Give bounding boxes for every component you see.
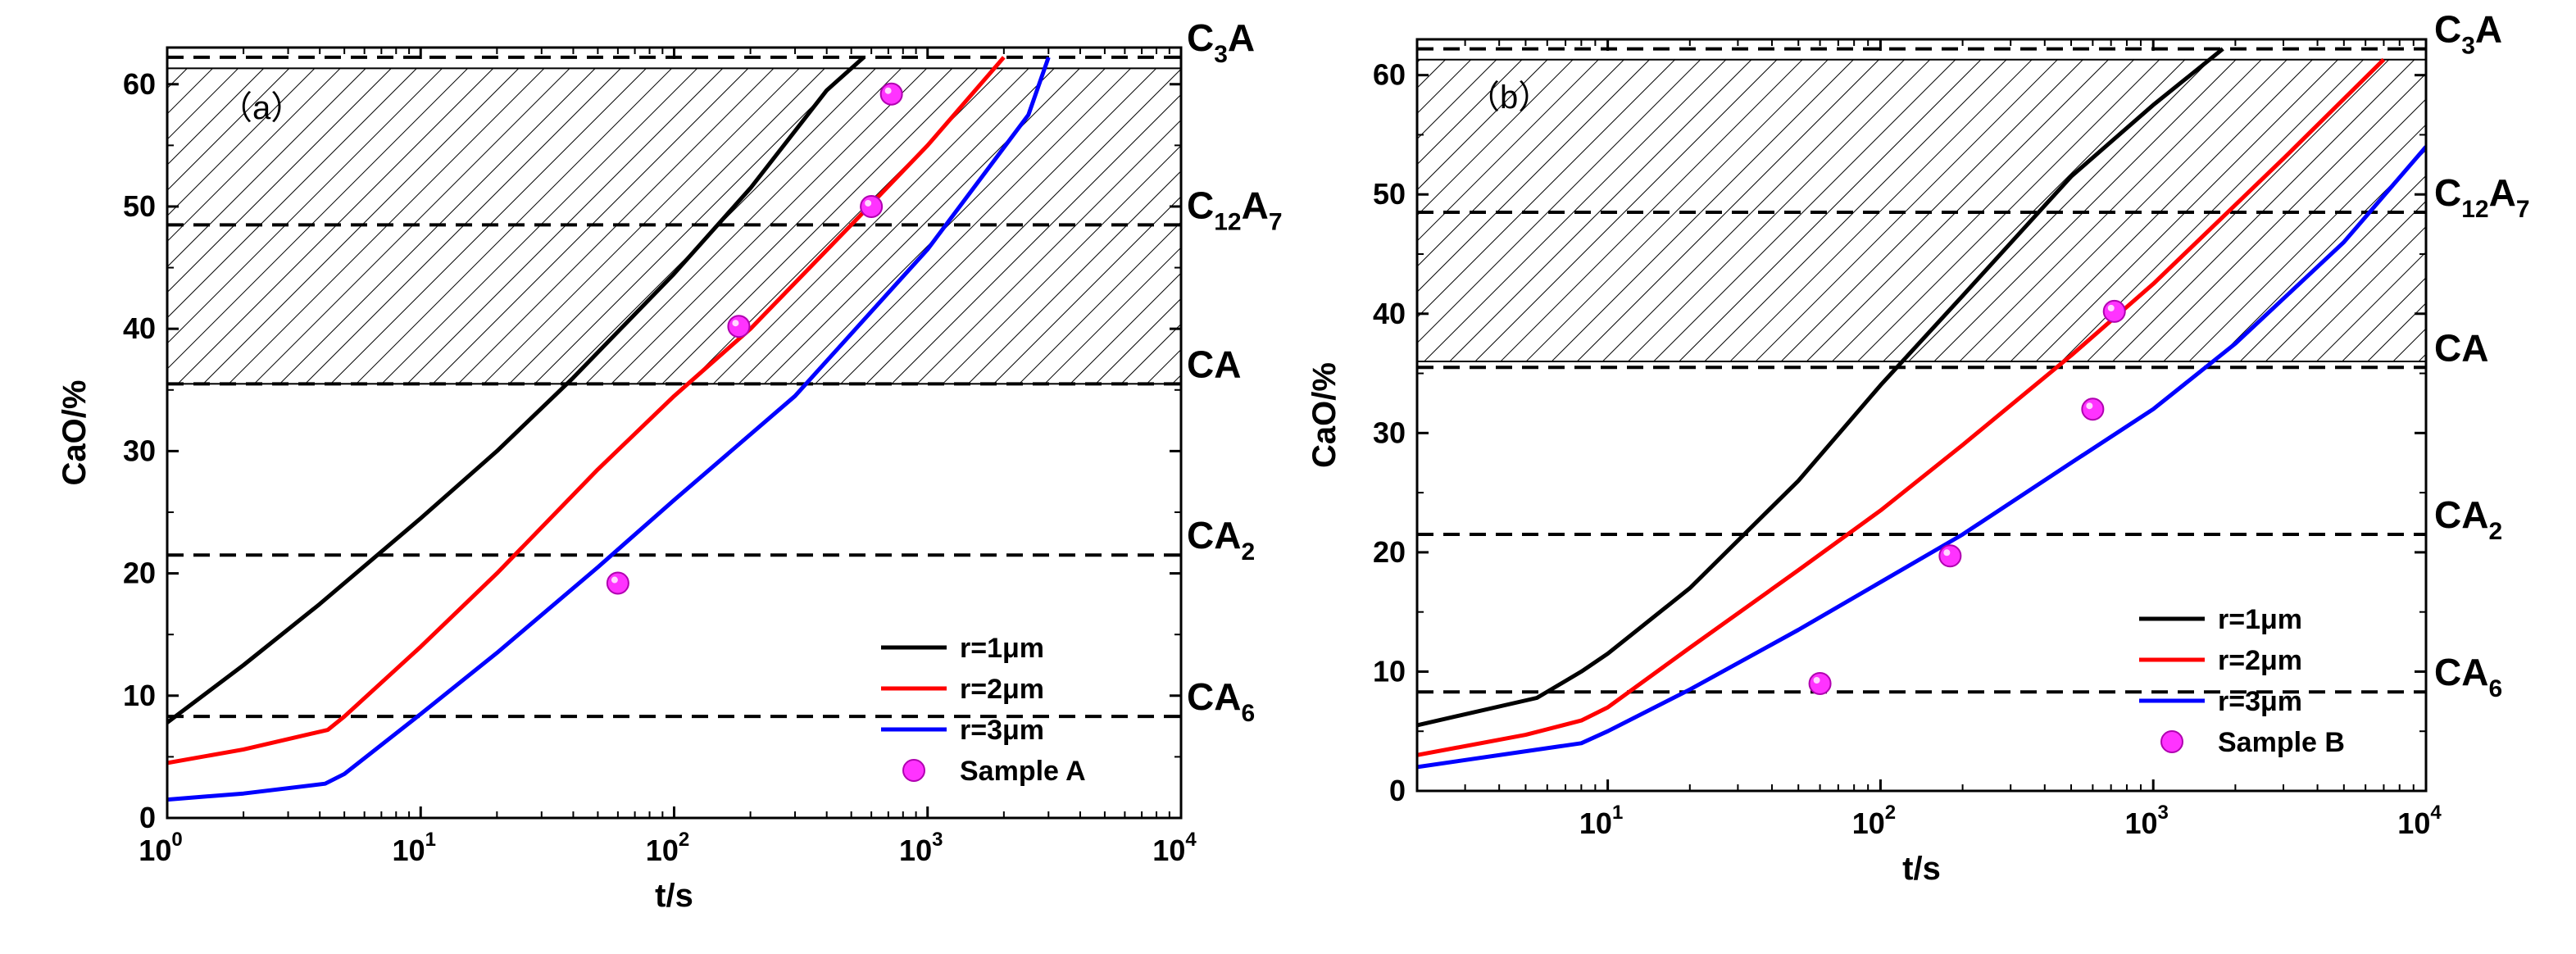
y-tick-label: 30: [1373, 416, 1406, 449]
sample-point: [860, 194, 884, 218]
x-axis-title: t/s: [1902, 851, 1941, 887]
x-tick-label: 103: [899, 829, 943, 867]
legend-label-3: r=3μm: [2218, 686, 2302, 717]
sample-point: [1808, 672, 1832, 695]
y-tick-label: 40: [123, 311, 156, 345]
y-tick-label: 20: [123, 556, 156, 590]
legend-label-2: r=2μm: [2218, 645, 2302, 676]
phase-label-ca: CA: [1187, 343, 1241, 385]
legend-swatch-sample: [902, 759, 925, 782]
x-tick-label: 102: [646, 829, 689, 867]
series-line-2: [1417, 57, 2386, 757]
y-tick-label: 40: [1373, 297, 1406, 330]
sample-point: [606, 571, 629, 595]
phase-label-ca2: CA2: [2434, 493, 2502, 545]
y-tick-label: 10: [123, 679, 156, 712]
series-line-1: [1417, 47, 2224, 728]
x-tick-label: 100: [139, 829, 182, 867]
phase-label-ca6: CA6: [2434, 651, 2502, 702]
legend-label-sample: Sample B: [2218, 727, 2345, 758]
y-tick-label: 30: [123, 434, 156, 467]
hatched-region: [1416, 58, 2427, 362]
phase-label-c12a7: C12A7: [1187, 184, 1283, 235]
x-tick-label: 104: [1152, 829, 1197, 867]
x-tick-label: 103: [2125, 802, 2169, 840]
legend-label-sample: Sample A: [960, 756, 1086, 787]
panel-a: CA6 CA2 CA C12A7 C3A 0 10 20 30 40 50 60 100 101 102 10…: [57, 16, 1283, 914]
phase-label-ca6: CA6: [1187, 675, 1255, 727]
sample-point-highlight: [1813, 677, 1820, 684]
legend-label-1: r=1μm: [2218, 604, 2302, 635]
y-tick-label: 60: [123, 67, 156, 101]
y-axis-title: CaO/%: [57, 380, 93, 486]
x-axis-title: t/s: [655, 878, 693, 914]
y-tick-label: 10: [1373, 654, 1406, 688]
sample-point: [1938, 544, 1962, 568]
legend: r=1μm r=2μm r=3μm Sample A: [881, 633, 1086, 787]
legend-swatch-sample: [2160, 730, 2183, 753]
x-tick-label: 104: [2397, 802, 2442, 840]
sample-point-highlight: [1943, 549, 1951, 556]
panel-label: （b）: [1467, 80, 1551, 116]
sample-point: [727, 315, 751, 338]
y-tick-label: 60: [1373, 58, 1406, 92]
y-axis-title: CaO/%: [1306, 362, 1343, 468]
x-tick-label: 102: [1852, 802, 1896, 840]
legend: r=1μm r=2μm r=3μm Sample B: [2139, 604, 2345, 758]
sample-point-highlight: [2107, 304, 2115, 311]
sample-point-highlight: [865, 199, 872, 207]
phase-label-ca: CA: [2434, 326, 2488, 369]
sample-point-highlight: [2086, 402, 2093, 410]
legend-label-2: r=2μm: [960, 674, 1044, 705]
series-line-3: [167, 57, 1051, 802]
y-tick-label: 20: [1373, 535, 1406, 569]
sample-point-highlight: [884, 87, 892, 94]
y-tick-label: 0: [139, 801, 156, 834]
phase-label-c3a: C3A: [2434, 8, 2502, 60]
x-tick-label: 101: [393, 829, 436, 867]
plot-frame: [1415, 38, 2428, 793]
series-line-3: [1417, 145, 2426, 770]
sample-point-highlight: [732, 320, 739, 327]
sample-point: [879, 82, 903, 106]
legend-label-1: r=1μm: [960, 633, 1044, 664]
sample-point: [2102, 299, 2126, 323]
legend-label-3: r=3μm: [960, 715, 1044, 746]
y-tick-label: 50: [1373, 177, 1406, 211]
sample-point-highlight: [611, 576, 618, 584]
panel-b: CA6 CA2 CA C12A7 C3A 0 10 20 30 40 50 60 101 102 103 10…: [1306, 8, 2530, 887]
y-tick-label: 0: [1389, 774, 1406, 807]
panel-label: （a）: [220, 90, 303, 126]
phase-label-c12a7: C12A7: [2434, 171, 2530, 223]
phase-label-ca2: CA2: [1187, 514, 1255, 566]
phase-label-c3a: C3A: [1187, 16, 1255, 68]
sample-point: [2081, 398, 2105, 421]
x-tick-label: 101: [1579, 802, 1623, 840]
series-line-1: [167, 56, 865, 725]
y-tick-label: 50: [123, 189, 156, 223]
